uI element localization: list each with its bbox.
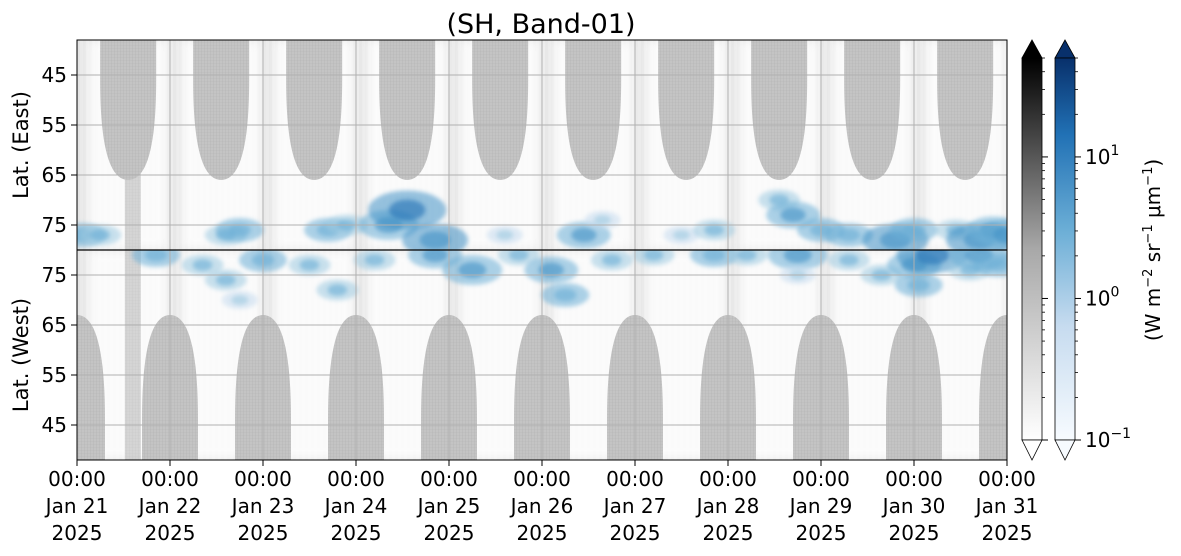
lower-radiance-blob-core bbox=[192, 259, 213, 271]
lower-ytick-label: 55 bbox=[42, 363, 67, 387]
xtick-label: 00:00 Jan 31 2025 bbox=[974, 467, 1039, 545]
upper-panel bbox=[77, 40, 1007, 250]
upper-ytick-label: 65 bbox=[42, 163, 67, 187]
lower-panel bbox=[77, 250, 1007, 460]
lower-radiance-blob-core bbox=[216, 274, 236, 286]
colorbar-tick-label: 101 bbox=[1085, 143, 1119, 169]
lower-radiance-blob-core bbox=[538, 262, 564, 278]
chart-title: (SH, Band-01) bbox=[446, 9, 635, 40]
upper-nodata-shadow bbox=[844, 40, 901, 180]
colorbar-blue bbox=[1054, 39, 1078, 461]
lower-radiance-blob-core bbox=[601, 254, 622, 266]
lower-radiance-blob-core bbox=[327, 284, 348, 296]
lower-radiance-blob-core bbox=[508, 250, 529, 261]
xtick-label: 00:00 Jan 30 2025 bbox=[881, 467, 946, 545]
lower-radiance-blob-core bbox=[736, 250, 757, 261]
xtick-label: 00:00 Jan 25 2025 bbox=[416, 467, 481, 545]
xtick-label: 00:00 Jan 22 2025 bbox=[137, 467, 202, 545]
upper-radiance-blob bbox=[977, 220, 1007, 250]
lower-ytick-label: 45 bbox=[42, 413, 67, 437]
upper-nodata-shadow bbox=[658, 40, 715, 180]
lower-radiance-blob-core bbox=[458, 262, 487, 278]
xtick-label: 00:00 Jan 26 2025 bbox=[509, 467, 574, 545]
lower-ytick-label: 65 bbox=[42, 313, 67, 337]
upper-radiance-blob-core bbox=[704, 224, 724, 236]
upper-radiance-blob-core bbox=[228, 223, 251, 237]
upper-radiance-blob-core bbox=[571, 227, 597, 243]
xtick-label: 00:00 Jan 27 2025 bbox=[602, 467, 667, 545]
lower-radiance-blob-core bbox=[299, 259, 320, 271]
colorbar-gray bbox=[1021, 39, 1045, 461]
lower-radiance-blob-core bbox=[907, 278, 930, 292]
lower-radiance-blob-core bbox=[986, 258, 1007, 272]
upper-radiance-blob-core bbox=[673, 230, 690, 240]
upper-nodata-shadow bbox=[193, 40, 250, 180]
lower-nodata-shadow bbox=[979, 315, 1007, 460]
upper-ytick-label: 55 bbox=[42, 113, 67, 137]
lower-radiance-blob-core bbox=[422, 250, 448, 263]
upper-nodata-shadow bbox=[751, 40, 808, 180]
lower-ytick-label: 75 bbox=[42, 263, 67, 287]
colorbar-label: (W m−2 sr−1 μm−1) bbox=[1141, 159, 1165, 341]
lower-radiance-blob-core bbox=[231, 295, 249, 305]
upper-radiance-blob-core bbox=[993, 227, 1007, 243]
upper-radiance-blob-core bbox=[780, 207, 806, 223]
upper-ytick-label: 45 bbox=[42, 63, 67, 87]
colorbar-tick-label: 100 bbox=[1085, 284, 1119, 310]
xtick-label: 00:00 Jan 29 2025 bbox=[788, 467, 853, 545]
lower-radiance-blob-core bbox=[702, 250, 726, 262]
lower-radiance-blob-core bbox=[915, 250, 950, 265]
upper-ylabel: Lat. (East) bbox=[9, 91, 33, 199]
upper-radiance-blob-core bbox=[419, 231, 451, 249]
upper-nodata-shadow bbox=[286, 40, 343, 180]
lower-radiance-blob-core bbox=[839, 254, 859, 266]
xtick-label: 00:00 Jan 23 2025 bbox=[230, 467, 295, 545]
upper-radiance-blob-core bbox=[496, 230, 514, 240]
xtick-label: 00:00 Jan 24 2025 bbox=[323, 467, 388, 545]
upper-nodata-shadow bbox=[379, 40, 436, 180]
lower-radiance-blob-core bbox=[554, 288, 577, 302]
upper-radiance-blob-core bbox=[90, 229, 111, 241]
lower-radiance-blob-core bbox=[783, 250, 812, 263]
lower-ylabel: Lat. (West) bbox=[9, 298, 33, 412]
xtick-label: 00:00 Jan 21 2025 bbox=[44, 467, 109, 545]
lower-radiance-blob-core bbox=[643, 250, 664, 261]
upper-nodata-shadow bbox=[565, 40, 622, 180]
upper-radiance-blob-core bbox=[594, 215, 611, 225]
xtick-label: 00:00 Jan 28 2025 bbox=[695, 467, 760, 545]
lower-radiance-blob-core bbox=[364, 254, 385, 266]
upper-radiance-blob-core bbox=[837, 228, 861, 242]
lower-radiance-blob-core bbox=[144, 250, 168, 262]
upper-radiance-blob-core bbox=[388, 199, 426, 221]
upper-nodata-shadow bbox=[937, 40, 994, 180]
lower-nodata-shadow bbox=[77, 315, 105, 460]
upper-ytick-label: 75 bbox=[42, 213, 67, 237]
upper-nodata-shadow bbox=[472, 40, 529, 180]
colorbar-tick-label: 10−1 bbox=[1085, 426, 1131, 452]
